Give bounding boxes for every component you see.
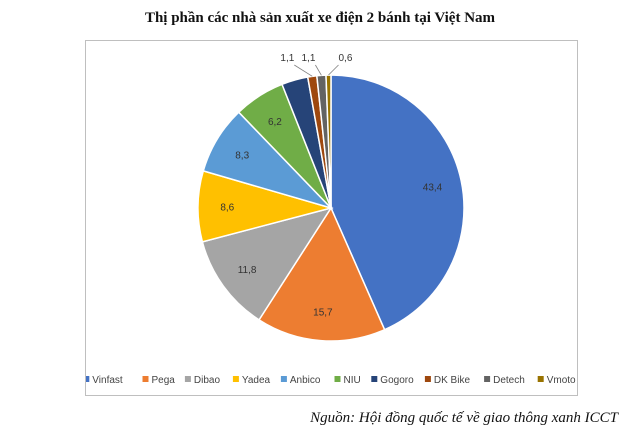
pie-slice-vinfast: [330, 74, 465, 331]
legend-swatch-niu: [334, 376, 341, 382]
legend-label-vmoto: Vmoto: [547, 375, 576, 386]
legend-swatch-dk-bike: [424, 376, 431, 382]
legend-label-niu: NIU: [344, 375, 361, 386]
legend-label-vinfast: Vinfast: [92, 375, 123, 386]
legend-swatch-vinfast: [86, 376, 90, 382]
legend-swatch-anbico: [280, 376, 287, 382]
legend-label-detech: Detech: [493, 375, 525, 386]
data-label-detech: 1,1: [301, 53, 315, 64]
data-label-anbico: 8,3: [235, 150, 249, 161]
leader-line-vmoto: [328, 64, 339, 76]
legend-label-dk-bike: DK Bike: [434, 375, 471, 386]
chart-frame: 43,4 15,7 11,8 8,6 8,3 6,2 1,1 1,1 0,6 Vinfast Peg…: [85, 40, 578, 396]
legend-swatch-pega: [142, 376, 149, 382]
legend-label-pega: Pega: [152, 375, 176, 386]
pie-slice-vmoto: [325, 74, 332, 209]
pie-slice-pega: [257, 206, 386, 342]
legend-label-gogoro: Gogoro: [380, 375, 414, 386]
source-note: Nguồn: Hội đồng quốc tế về giao thông xa…: [310, 410, 618, 426]
data-label-yadea: 8,6: [220, 203, 234, 214]
pie-chart: 43,4 15,7 11,8 8,6 8,3 6,2 1,1 1,1 0,6 Vinfast Peg…: [86, 53, 576, 386]
data-label-niu: 6,2: [268, 117, 282, 128]
legend-label-dibao: Dibao: [194, 375, 221, 386]
legend-swatch-gogoro: [371, 376, 378, 382]
data-label-vinfast: 43,4: [423, 183, 443, 194]
legend-swatch-yadea: [232, 376, 239, 382]
legend-swatch-detech: [484, 376, 491, 382]
data-label-dk-bike: 1,1: [280, 53, 294, 64]
legend-swatch-dibao: [184, 376, 191, 382]
legend-swatch-vmoto: [537, 376, 544, 382]
leader-line-dk-bike: [294, 64, 313, 77]
legend-label-anbico: Anbico: [290, 375, 321, 386]
chart-title: Thị phần các nhà sản xuất xe điện 2 bánh…: [144, 10, 496, 26]
pie-slice-dibao: [201, 206, 333, 321]
leader-line-detech: [315, 64, 322, 76]
data-label-pega: 15,7: [313, 307, 333, 318]
data-label-vmoto: 0,6: [339, 53, 353, 64]
legend-label-yadea: Yadea: [242, 375, 271, 386]
data-label-dibao: 11,8: [238, 265, 257, 276]
